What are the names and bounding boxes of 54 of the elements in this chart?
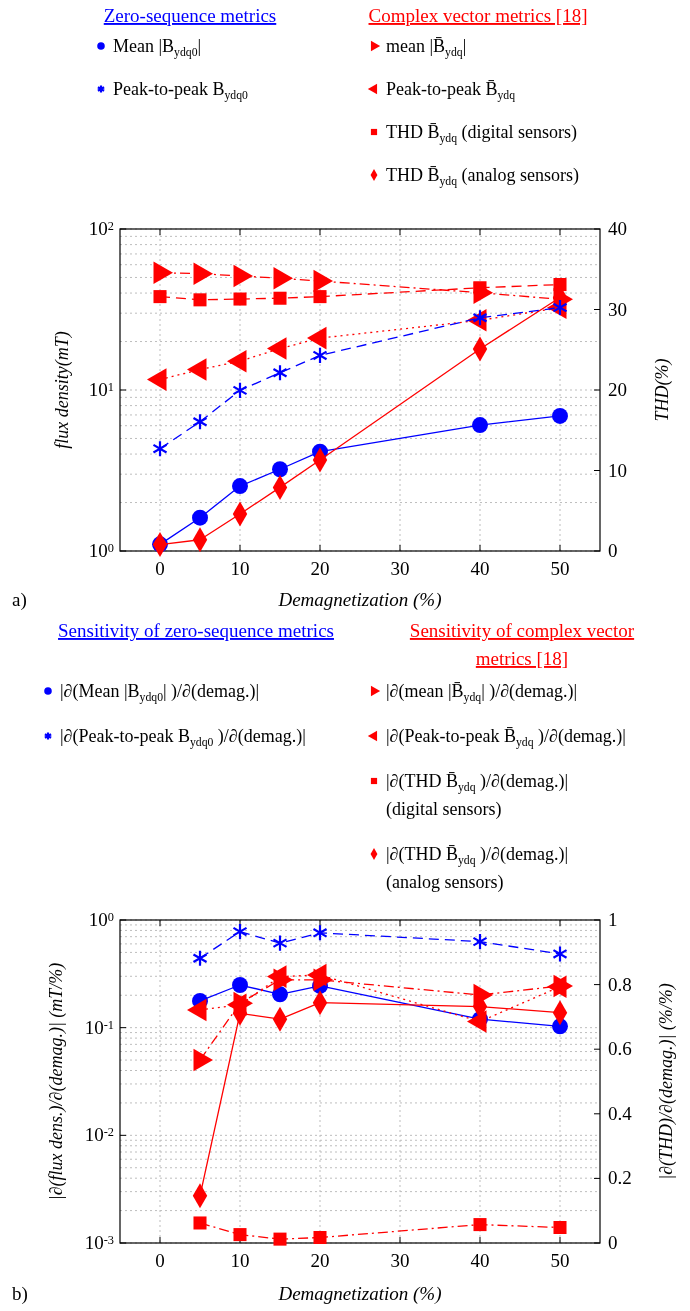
y2-tick-label: 10	[608, 459, 627, 481]
x-tick-label: 30	[390, 1250, 410, 1271]
x-tick-label: 20	[310, 1250, 330, 1271]
y2-tick-label: 0.6	[608, 1038, 632, 1060]
x-axis-title: Demagnetization (%)	[277, 1283, 442, 1305]
text: Sensitivity of complex vector metrics [18]	[409, 620, 635, 669]
legend-label: |∂(THD B̄$_{ydq}$ )/∂(demag.)| (digital sensors)	[386, 771, 568, 820]
y-axis-title: flux density(mT)	[52, 331, 73, 449]
text: b)	[12, 1283, 28, 1305]
legend-label: Peak-to-peak B̄$_{ydq}$	[386, 79, 516, 103]
legend-label: |∂(Peak-to-peak B$_{ydq0}$ )/∂(demag.)|	[60, 726, 306, 750]
x-tick-label: 40	[470, 1250, 490, 1271]
y2-tick-label: 20	[608, 379, 627, 400]
legend-label: |∂(mean |B̄$_{ydq}$| )/∂(demag.)|	[386, 681, 578, 705]
x-tick-label: 50	[550, 558, 570, 579]
y-axis-title: |∂(flux dens.)/∂(demag.)| (mT/%)	[46, 962, 67, 1201]
legend-label: mean |B̄$_{ydq}$|	[386, 36, 467, 60]
x-tick-label: 0	[155, 1250, 165, 1271]
y-tick-label: 10$^{2}$	[88, 218, 114, 239]
legend-label: THD B̄$_{ydq}$ (analog sensors)	[386, 165, 579, 189]
x-tick-label: 10	[230, 1250, 250, 1271]
legend-label: Peak-to-peak B$_{ydq0}$	[113, 79, 248, 103]
x-tick-label: 30	[390, 558, 410, 579]
y2-tick-label: 30	[608, 298, 627, 320]
y2-tick-label: 0.2	[608, 1167, 632, 1189]
legend-label: Mean |B$_{ydq0}$|	[113, 36, 202, 60]
legend-label: |∂(Mean |B$_{ydq0}$| )/∂(demag.)|	[60, 681, 260, 705]
text: Complex vector metrics [18]	[368, 5, 588, 26]
y2-axis-title: THD(%)	[652, 358, 673, 422]
y-tick-label: 10$^{-1}$	[84, 1016, 114, 1038]
y2-tick-label: 0.4	[608, 1102, 633, 1124]
y2-tick-label: 0.8	[608, 973, 632, 995]
y2-tick-label: 0	[608, 540, 618, 561]
y-tick-label: 10$^{0}$	[88, 909, 114, 930]
y-tick-label: 10$^{-2}$	[84, 1124, 114, 1146]
x-tick-label: 50	[550, 1250, 570, 1271]
text: a)	[12, 589, 27, 611]
legend-label: |∂(Peak-to-peak B̄$_{ydq}$ )/∂(demag.)|	[386, 726, 626, 750]
y-tick-label: 10$^{-3}$	[84, 1232, 114, 1253]
y2-tick-label: 1	[608, 909, 618, 930]
text: Zero-sequence metrics	[103, 5, 277, 26]
x-tick-label: 40	[470, 558, 490, 579]
x-axis-title: Demagnetization (%)	[277, 589, 442, 611]
y2-tick-label: 40	[608, 218, 627, 239]
y2-axis-title: |∂(THD)/∂(demag.)| (%/%)	[656, 983, 677, 1180]
legend-label: |∂(THD B̄$_{ydq}$ )/∂(demag.)| (analog sensors)	[386, 844, 568, 893]
legend-label: THD B̄$_{ydq}$ (digital sensors)	[386, 122, 578, 146]
y-tick-label: 10$^{1}$	[88, 379, 114, 400]
x-tick-label: 0	[155, 558, 165, 579]
x-tick-label: 10	[230, 558, 250, 579]
y-tick-label: 10$^{0}$	[88, 540, 114, 561]
text: Sensitivity of zero-sequence metrics	[58, 620, 334, 641]
y2-tick-label: 0	[608, 1232, 618, 1253]
x-tick-label: 20	[310, 558, 330, 579]
